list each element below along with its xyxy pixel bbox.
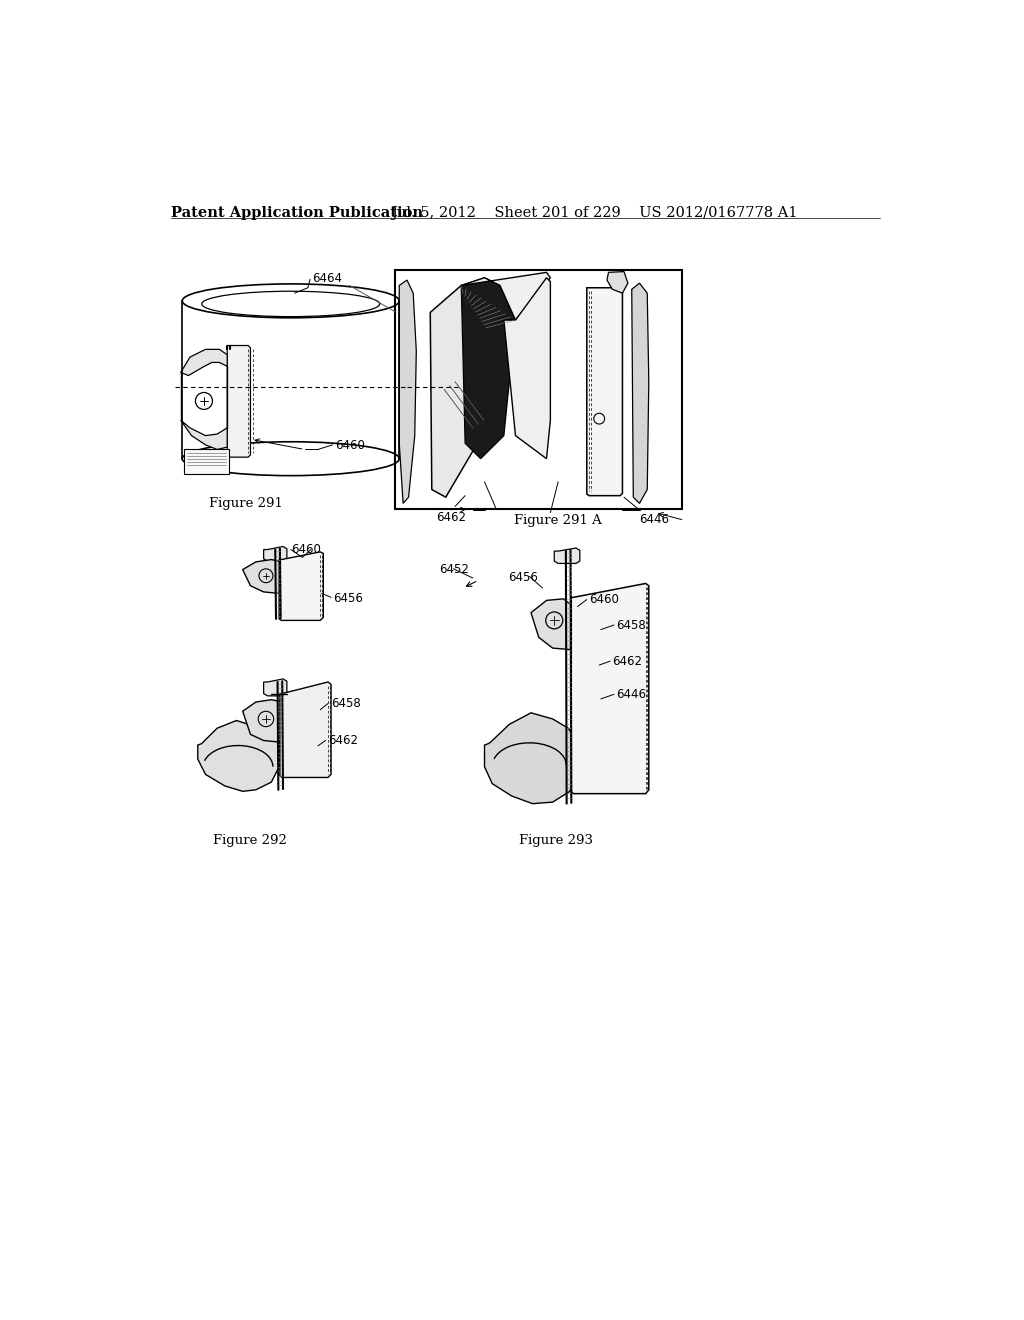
Bar [395, 271, 682, 508]
Polygon shape [531, 599, 580, 649]
Polygon shape [280, 682, 331, 777]
Text: Figure 293: Figure 293 [519, 834, 593, 847]
Text: 6458: 6458 [331, 697, 360, 710]
Polygon shape [243, 560, 287, 594]
Polygon shape [243, 700, 287, 742]
Text: 6462: 6462 [436, 511, 467, 524]
Polygon shape [587, 288, 623, 496]
Polygon shape [632, 284, 649, 503]
Text: 6460: 6460 [335, 440, 365, 453]
Polygon shape [280, 552, 324, 620]
Text: Jul. 5, 2012    Sheet 201 of 229    US 2012/0167778 A1: Jul. 5, 2012 Sheet 201 of 229 US 2012/01… [391, 206, 798, 220]
Text: 6460: 6460 [589, 594, 618, 606]
Text: 6456: 6456 [334, 591, 364, 605]
Text: 6452: 6452 [439, 562, 469, 576]
Polygon shape [461, 272, 550, 321]
Text: Patent Application Publication: Patent Application Publication [171, 206, 423, 220]
Polygon shape [461, 277, 515, 459]
Polygon shape [183, 449, 228, 474]
Polygon shape [571, 583, 649, 793]
Polygon shape [607, 272, 628, 293]
Polygon shape [504, 277, 550, 459]
Polygon shape [554, 548, 580, 564]
Polygon shape [227, 346, 251, 457]
Text: Figure 291 A: Figure 291 A [514, 515, 602, 527]
Polygon shape [399, 280, 417, 503]
Text: Figure 292: Figure 292 [213, 834, 287, 847]
Polygon shape [198, 721, 280, 792]
Polygon shape [430, 285, 473, 498]
Polygon shape [180, 350, 227, 376]
Text: 6446: 6446 [616, 688, 646, 701]
Text: 6456: 6456 [508, 572, 538, 585]
Polygon shape [263, 678, 287, 696]
Text: 6446: 6446 [640, 512, 670, 525]
Text: 6464: 6464 [311, 272, 342, 285]
Text: 6458: 6458 [616, 619, 646, 632]
Polygon shape [180, 420, 227, 449]
Polygon shape [484, 713, 578, 804]
Polygon shape [263, 546, 287, 561]
Text: 6462: 6462 [328, 734, 358, 747]
Text: Figure 291: Figure 291 [209, 498, 284, 511]
Text: 6462: 6462 [612, 655, 642, 668]
Text: 6460: 6460 [291, 544, 321, 557]
